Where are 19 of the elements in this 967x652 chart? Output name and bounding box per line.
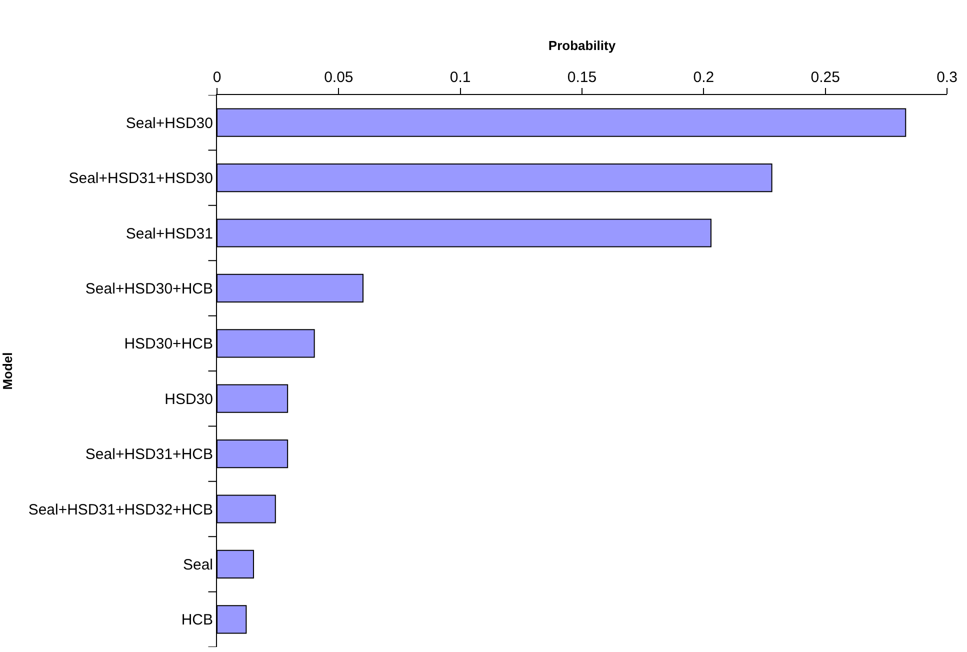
y-tick-label: Seal+HSD31+HCB — [85, 446, 213, 464]
x-tick-label: 0 — [212, 69, 222, 86]
x-tick-label: 0.2 — [693, 69, 714, 86]
x-tick-label: 0.25 — [810, 69, 840, 86]
y-tick-label: Seal+HSD30+HCB — [85, 280, 213, 298]
y-axis-title: Model — [0, 352, 15, 390]
y-tick-label: Seal+HSD31 — [126, 225, 213, 242]
y-tick-label: Seal — [182, 556, 213, 574]
x-axis-title: Probability — [548, 38, 616, 53]
x-tick-label: 0.1 — [450, 69, 471, 86]
x-tick-label: 0.3 — [936, 69, 958, 86]
y-tick-label: HSD30 — [164, 390, 213, 408]
y-tick-label: HCB — [181, 612, 213, 629]
x-tick-label: 0.15 — [567, 69, 597, 86]
y-tick-label: Seal+HSD31+HSD32+HCB — [28, 501, 213, 518]
y-tick-label: HSD30+HCB — [124, 336, 213, 353]
y-tick-label: Seal+HSD30 — [126, 114, 213, 132]
x-tick-label: 0.05 — [324, 69, 354, 86]
y-tick-label: Seal+HSD31+HSD30 — [68, 170, 213, 188]
